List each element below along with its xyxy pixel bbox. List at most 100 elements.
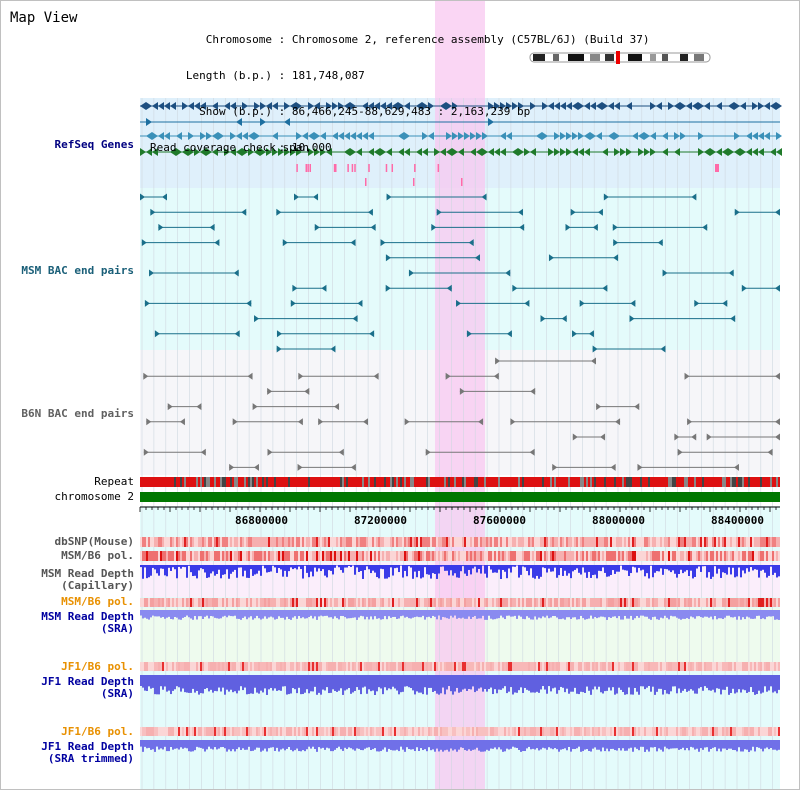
read-depth-bar: [688, 610, 690, 619]
track-label-jf1-depth-trim[interactable]: JF1 Read Depth (SRA trimmed): [41, 740, 134, 765]
track-label-dbsnp[interactable]: dbSNP(Mouse): [54, 535, 134, 548]
polymorphism-cell: [492, 598, 494, 607]
polymorphism-cell: [392, 598, 394, 607]
read-depth-bar: [662, 675, 664, 695]
read-depth-bar: [416, 610, 418, 617]
polymorphism-cell: [724, 598, 726, 607]
polymorphism-cell: [150, 727, 152, 736]
read-depth-bar: [714, 610, 716, 617]
polymorphism-cell: [556, 537, 558, 547]
polymorphism-cell: [374, 537, 376, 547]
track-label-msm-depth-sra[interactable]: MSM Read Depth (SRA): [41, 610, 134, 635]
read-depth-bar: [450, 740, 452, 749]
polymorphism-cell: [172, 598, 174, 607]
polymorphism-cell: [568, 598, 570, 607]
track-label-jf1-b6-pol-trim[interactable]: JF1/B6 pol.: [61, 725, 134, 738]
repeat-segment: [384, 477, 386, 487]
read-depth-bar: [568, 565, 570, 574]
track-label-refseq[interactable]: RefSeq Genes: [54, 138, 134, 151]
polymorphism-cell: [294, 727, 296, 736]
polymorphism-cell: [430, 727, 432, 736]
polymorphism-cell: [220, 662, 222, 671]
gene-arrow: [614, 148, 620, 156]
read-depth-bar: [426, 565, 428, 575]
read-depth-bar: [410, 565, 412, 568]
polymorphism-cell: [382, 727, 384, 736]
polymorphism-cell: [214, 662, 216, 671]
read-depth-bar: [276, 565, 278, 573]
read-depth-bar: [752, 610, 754, 619]
polymorphism-cell: [746, 662, 748, 671]
track-label-msm-depth-cap[interactable]: MSM Read Depth (Capillary): [41, 567, 134, 592]
gene-arrow: [236, 148, 242, 156]
polymorphism-cell: [532, 537, 534, 547]
read-depth-bar: [688, 740, 690, 751]
read-depth-bar: [470, 565, 472, 575]
polymorphism-cell: [478, 598, 480, 607]
polymorphism-cell: [572, 598, 574, 607]
repeat-segment: [538, 477, 540, 487]
polymorphism-cell: [562, 537, 564, 547]
polymorphism-cell: [458, 662, 460, 671]
track-label-msm-bac[interactable]: MSM BAC end pairs: [21, 264, 134, 277]
track-label-jf1-depth-sra[interactable]: JF1 Read Depth (SRA): [41, 675, 134, 700]
polymorphism-cell: [176, 727, 178, 736]
polymorphism-cell: [264, 598, 266, 607]
polymorphism-cell: [664, 537, 666, 547]
read-depth-bar: [478, 565, 480, 569]
read-depth-bar: [452, 610, 454, 618]
read-depth-bar: [674, 610, 676, 617]
polymorphism-cell: [474, 551, 476, 561]
polymorphism-cell: [776, 598, 778, 607]
track-label-msm-b6-pol[interactable]: MSM/B6 pol.: [61, 549, 134, 562]
polymorphism-cell: [482, 551, 484, 561]
polymorphism-cell: [678, 727, 680, 736]
polymorphism-cell: [310, 598, 312, 607]
read-depth-bar: [374, 610, 376, 617]
polymorphism-cell: [330, 537, 332, 547]
track-label-chromosome[interactable]: chromosome 2: [54, 490, 134, 503]
polymorphism-cell: [368, 662, 370, 671]
polymorphism-cell: [236, 727, 238, 736]
polymorphism-cell: [312, 727, 314, 736]
read-depth-bar: [394, 565, 396, 569]
read-depth-bar: [598, 675, 600, 687]
polymorphism-cell: [582, 598, 584, 607]
read-depth-bar: [292, 675, 294, 689]
track-label-repeat[interactable]: Repeat: [94, 475, 134, 488]
polymorphism-cell: [500, 551, 502, 561]
polymorphism-cell: [374, 598, 376, 607]
read-depth-bar: [274, 740, 276, 751]
read-depth-bar: [264, 740, 266, 749]
read-depth-bar: [440, 610, 442, 620]
read-depth-bar: [712, 740, 714, 748]
polymorphism-cell: [640, 662, 642, 671]
polymorphism-cell: [270, 537, 272, 547]
track-label-jf1-b6-pol[interactable]: JF1/B6 pol.: [61, 660, 134, 673]
repeat-segment: [620, 477, 622, 487]
read-depth-bar: [216, 610, 218, 619]
read-depth-bar: [558, 610, 560, 620]
polymorphism-cell: [476, 598, 478, 607]
polymorphism-cell: [412, 537, 414, 547]
track-label-msm-b6-pol-sra[interactable]: MSM/B6 pol.: [61, 595, 134, 608]
read-depth-bar: [656, 610, 658, 620]
read-depth-bar: [300, 565, 302, 570]
repeat-segment: [724, 477, 726, 487]
read-depth-bar: [564, 610, 566, 620]
polymorphism-cell: [672, 662, 674, 671]
polymorphism-cell: [682, 598, 684, 607]
gene-arrow: [698, 102, 704, 110]
read-depth-bar: [292, 565, 294, 570]
polymorphism-cell: [736, 727, 738, 736]
read-depth-bar: [378, 565, 380, 579]
read-depth-bar: [332, 740, 334, 752]
polymorphism-cell: [234, 662, 236, 671]
read-depth-bar: [600, 740, 602, 752]
track-label-b6n-bac[interactable]: B6N BAC end pairs: [21, 407, 134, 420]
polymorphism-cell: [152, 662, 154, 671]
polymorphism-cell: [648, 662, 650, 671]
repeat-segment: [668, 477, 670, 487]
repeat-segment: [174, 477, 176, 487]
